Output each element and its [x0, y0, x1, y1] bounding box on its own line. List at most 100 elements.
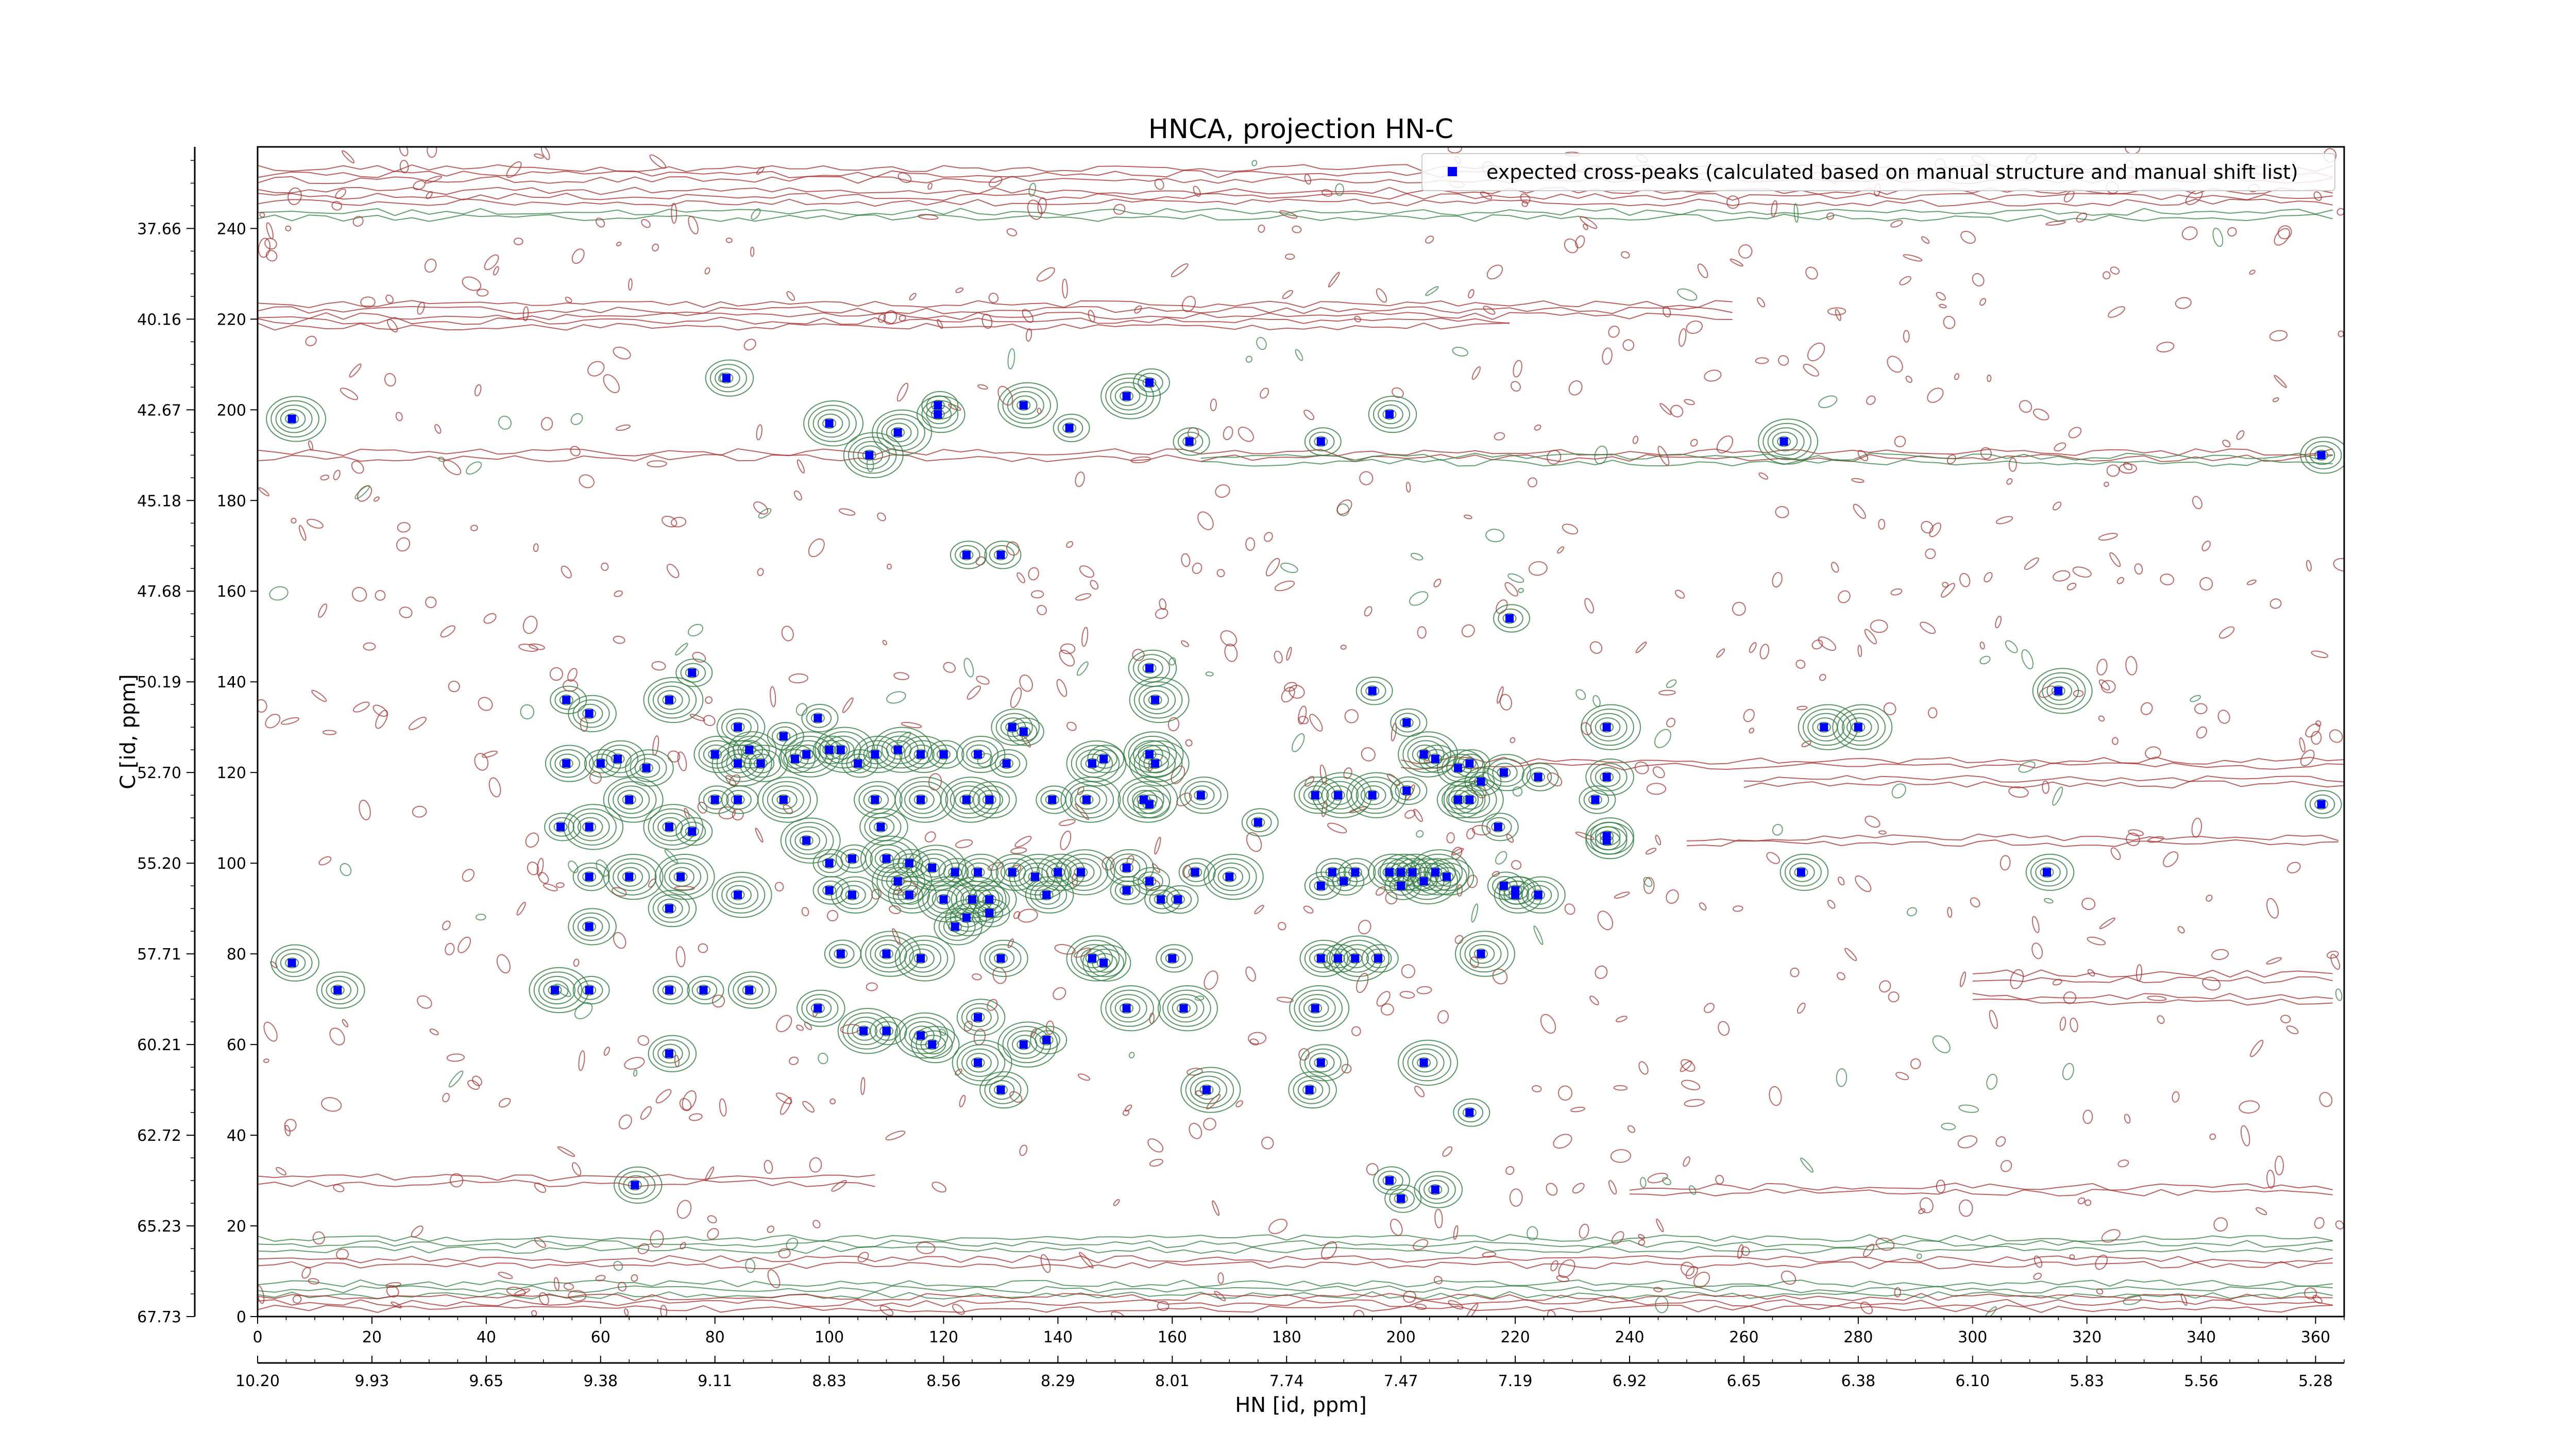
contour-noise [2274, 228, 2291, 246]
contour-noise [449, 1173, 464, 1188]
cross-peak-marker [699, 986, 708, 995]
contour-noise [2273, 397, 2279, 402]
contour-peak [994, 549, 1008, 561]
contour-peak [1777, 436, 1791, 447]
contour-streak [1743, 780, 2344, 789]
contour-noise [1261, 1136, 1274, 1150]
cross-peak-marker [585, 822, 594, 831]
contour-peak [266, 396, 327, 442]
contour-noise [1022, 309, 1034, 323]
cross-peak-marker [1099, 754, 1108, 763]
cross-peak-marker [1311, 1004, 1319, 1013]
contour-noise [1575, 235, 1585, 248]
contour-noise [1111, 1311, 1125, 1317]
contour-noise [778, 1248, 791, 1259]
contour-peak [906, 845, 967, 891]
contour-noise [1589, 641, 1603, 654]
contour-noise [1354, 315, 1361, 323]
contour-noise [1037, 197, 1047, 214]
contour-peak [1069, 862, 1095, 882]
contour-noise [1283, 682, 1297, 692]
contour-noise [543, 883, 558, 891]
contour-noise [698, 943, 708, 953]
contour-noise [1130, 456, 1151, 464]
contour-peak [1360, 785, 1386, 805]
contour-noise [1921, 520, 1934, 534]
contour-noise [1610, 1149, 1631, 1163]
contour-peak [959, 549, 974, 561]
contour-noise [2062, 1063, 2074, 1081]
contour-noise [1800, 1157, 1814, 1173]
contour-noise [1546, 1183, 1558, 1196]
contour-noise [1677, 288, 1698, 301]
contour-noise [952, 1304, 965, 1315]
cross-peak-marker [688, 668, 697, 677]
contour-noise [573, 958, 580, 967]
contour-noise [641, 219, 651, 228]
contour-peak [1079, 794, 1094, 805]
contour-peak [899, 781, 948, 819]
contour-peak [543, 980, 569, 1000]
x-index-ticks: 0 20 40 60 80 100 120 140 160 180 200 220 240 260 280 3… [252, 1317, 2345, 1346]
contour-noise [1434, 1208, 1443, 1228]
contour-noise [2031, 916, 2040, 933]
cross-peak-marker [1145, 378, 1154, 387]
contour-noise [2256, 1207, 2267, 1216]
contour-noise [2280, 1015, 2291, 1023]
contour-noise [281, 717, 299, 725]
cross-peak-marker [1042, 890, 1051, 899]
contour-noise [2052, 501, 2062, 511]
y-ppm-tick-label: 40.16 [137, 311, 181, 329]
contour-noise [2314, 1217, 2325, 1229]
contour-peak [1096, 753, 1111, 765]
contour-noise [336, 1249, 349, 1260]
contour-noise [1031, 590, 1044, 599]
contour-peak [899, 939, 948, 978]
contour-noise [1066, 541, 1074, 548]
cross-peak-marker [562, 759, 571, 768]
contour-noise [616, 241, 622, 246]
contour-peak [1012, 395, 1038, 415]
contour-noise [561, 565, 572, 579]
contour-noise [1077, 1073, 1091, 1081]
x-index-tick-label: 180 [1272, 1328, 1301, 1346]
contour-noise [1193, 186, 1201, 197]
contour-noise [2217, 710, 2230, 724]
contour-peak [1182, 436, 1197, 447]
contour-peak [1299, 939, 1349, 978]
contour-streak [1401, 762, 2344, 771]
contour-noise [1987, 374, 1992, 382]
contour-peak [1030, 881, 1067, 909]
cross-peak-marker [825, 419, 834, 428]
contour-noise [1890, 588, 1903, 596]
contour-noise [2112, 737, 2119, 745]
contour-peak [888, 876, 937, 914]
contour-noise [652, 243, 659, 252]
contour-streak [1200, 458, 2333, 467]
contour-peak [1251, 817, 1265, 828]
contour-noise [1155, 608, 1168, 619]
contour-noise [399, 160, 409, 174]
contour-peak [1462, 794, 1477, 805]
cross-peak-marker [905, 859, 913, 868]
contour-noise [534, 1237, 546, 1248]
contour-peak [909, 789, 935, 810]
contour-noise [2103, 271, 2111, 280]
contour-noise [2185, 190, 2203, 205]
contour-peak [1143, 690, 1169, 710]
contour-peak [1462, 1107, 1477, 1118]
cross-peak-marker [665, 696, 673, 704]
contour-noise [470, 525, 478, 531]
contour-noise [322, 730, 337, 735]
contour-peak [796, 989, 845, 1027]
contour-noise [1433, 1276, 1443, 1285]
contour-noise [743, 339, 756, 351]
contour-noise [568, 1290, 587, 1302]
contour-peak [772, 726, 798, 746]
contour-streak [1686, 833, 2339, 842]
contour-noise [595, 217, 605, 228]
contour-noise [1638, 1234, 1645, 1240]
cross-peak-marker [1042, 1036, 1051, 1044]
chart-title: HNCA, projection HN-C [1148, 114, 1453, 145]
contour-noise [2145, 746, 2161, 760]
